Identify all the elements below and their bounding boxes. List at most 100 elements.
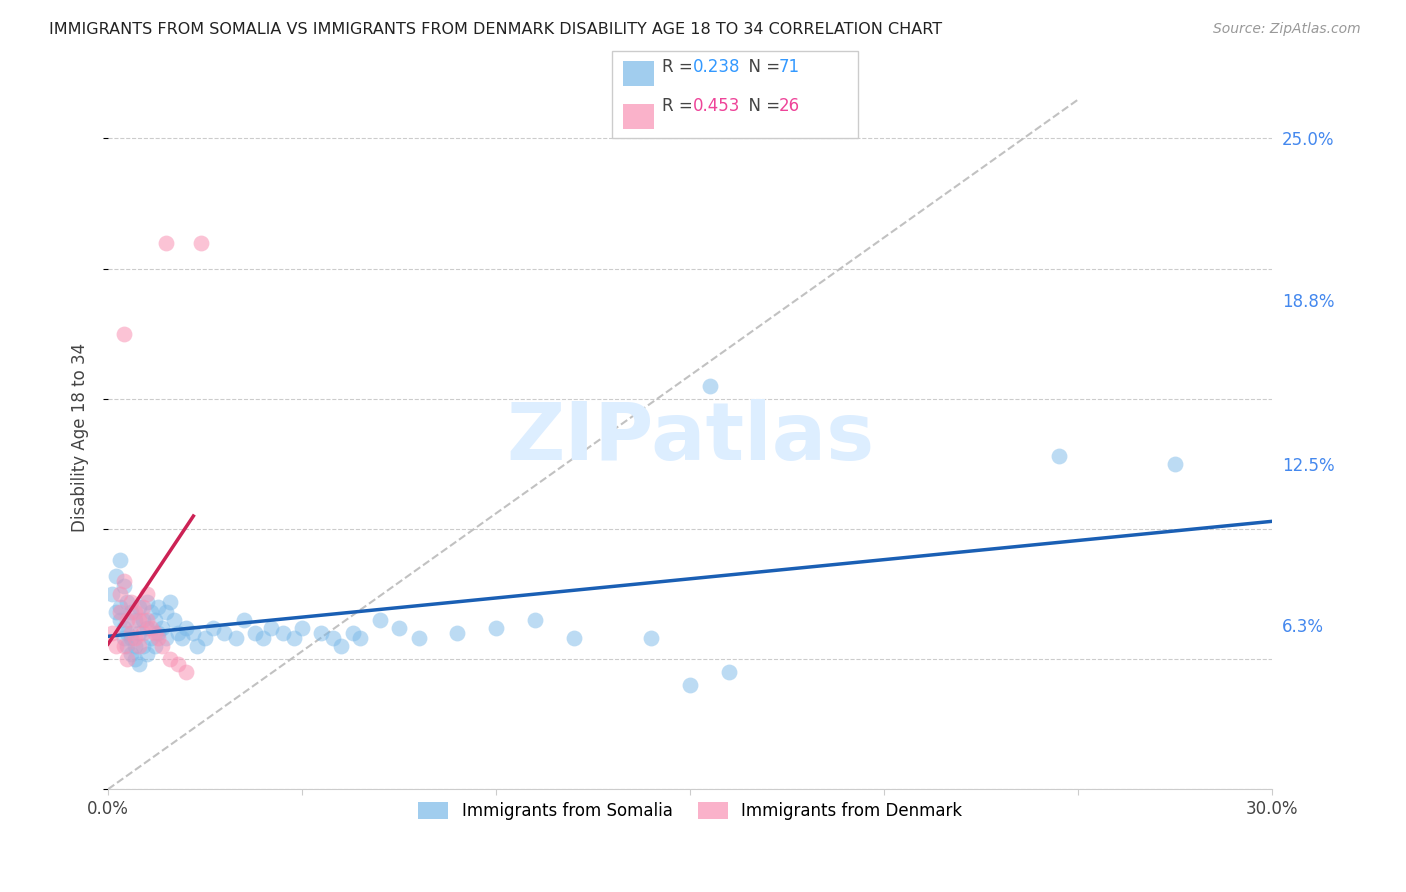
Point	[143, 639, 166, 653]
Point	[718, 665, 741, 679]
Point	[117, 626, 139, 640]
Point	[271, 626, 294, 640]
Point	[186, 639, 208, 653]
Point	[124, 605, 146, 619]
Y-axis label: Disability Age 18 to 34: Disability Age 18 to 34	[72, 343, 89, 533]
Point	[349, 632, 371, 646]
Point	[155, 605, 177, 619]
Point	[132, 639, 155, 653]
Point	[170, 632, 193, 646]
Point	[311, 626, 333, 640]
Point	[128, 657, 150, 672]
Point	[368, 613, 391, 627]
Point	[201, 621, 224, 635]
Point	[225, 632, 247, 646]
Point	[104, 568, 127, 582]
Point	[1164, 457, 1187, 471]
Point	[135, 587, 157, 601]
Point	[135, 621, 157, 635]
Point	[128, 613, 150, 627]
Point	[159, 595, 181, 609]
Point	[108, 613, 131, 627]
Point	[562, 632, 585, 646]
Point	[388, 621, 411, 635]
Text: 26: 26	[779, 97, 800, 115]
Point	[132, 626, 155, 640]
Text: N =: N =	[738, 97, 786, 115]
Point	[150, 639, 173, 653]
Point	[679, 678, 702, 692]
Point	[166, 657, 188, 672]
Point	[163, 613, 186, 627]
Point	[283, 632, 305, 646]
Point	[159, 652, 181, 666]
Point	[174, 665, 197, 679]
Point	[640, 632, 662, 646]
Point	[183, 626, 205, 640]
Text: 71: 71	[779, 58, 800, 76]
Point	[117, 613, 139, 627]
Point	[135, 595, 157, 609]
Point	[120, 605, 142, 619]
Point	[699, 378, 721, 392]
Point	[124, 632, 146, 646]
Point	[132, 613, 155, 627]
Point	[148, 599, 170, 614]
Point	[112, 574, 135, 588]
Point	[523, 613, 546, 627]
Point	[252, 632, 274, 646]
Point	[139, 621, 162, 635]
Text: R =: R =	[662, 58, 699, 76]
Point	[150, 621, 173, 635]
Point	[104, 639, 127, 653]
Point	[139, 632, 162, 646]
Point	[194, 632, 217, 646]
Point	[135, 647, 157, 661]
Point	[101, 587, 124, 601]
Point	[117, 595, 139, 609]
Point	[120, 647, 142, 661]
Point	[108, 587, 131, 601]
Point	[148, 626, 170, 640]
Point	[120, 626, 142, 640]
Point	[120, 595, 142, 609]
Point	[128, 639, 150, 653]
Point	[329, 639, 352, 653]
Point	[245, 626, 267, 640]
Point	[1047, 449, 1070, 463]
Point	[166, 626, 188, 640]
Legend: Immigrants from Somalia, Immigrants from Denmark: Immigrants from Somalia, Immigrants from…	[405, 789, 976, 834]
Point	[112, 632, 135, 646]
Point	[291, 621, 314, 635]
Text: 0.453: 0.453	[693, 97, 741, 115]
Text: IMMIGRANTS FROM SOMALIA VS IMMIGRANTS FROM DENMARK DISABILITY AGE 18 TO 34 CORRE: IMMIGRANTS FROM SOMALIA VS IMMIGRANTS FR…	[49, 22, 942, 37]
Point	[190, 235, 212, 250]
Point	[112, 326, 135, 341]
Point	[128, 626, 150, 640]
Point	[135, 613, 157, 627]
Point	[124, 652, 146, 666]
Point	[155, 632, 177, 646]
Point	[342, 626, 364, 640]
Point	[143, 626, 166, 640]
Point	[139, 605, 162, 619]
Point	[124, 613, 146, 627]
Text: N =: N =	[738, 58, 786, 76]
Point	[446, 626, 468, 640]
Point	[104, 605, 127, 619]
Point	[117, 652, 139, 666]
Point	[112, 579, 135, 593]
Text: R =: R =	[662, 97, 699, 115]
Point	[108, 605, 131, 619]
Point	[117, 639, 139, 653]
Point	[408, 632, 430, 646]
Text: Source: ZipAtlas.com: Source: ZipAtlas.com	[1213, 22, 1361, 37]
Point	[112, 639, 135, 653]
Point	[232, 613, 254, 627]
Point	[128, 599, 150, 614]
Point	[132, 599, 155, 614]
Point	[214, 626, 236, 640]
Point	[174, 621, 197, 635]
Point	[124, 639, 146, 653]
Point	[101, 626, 124, 640]
